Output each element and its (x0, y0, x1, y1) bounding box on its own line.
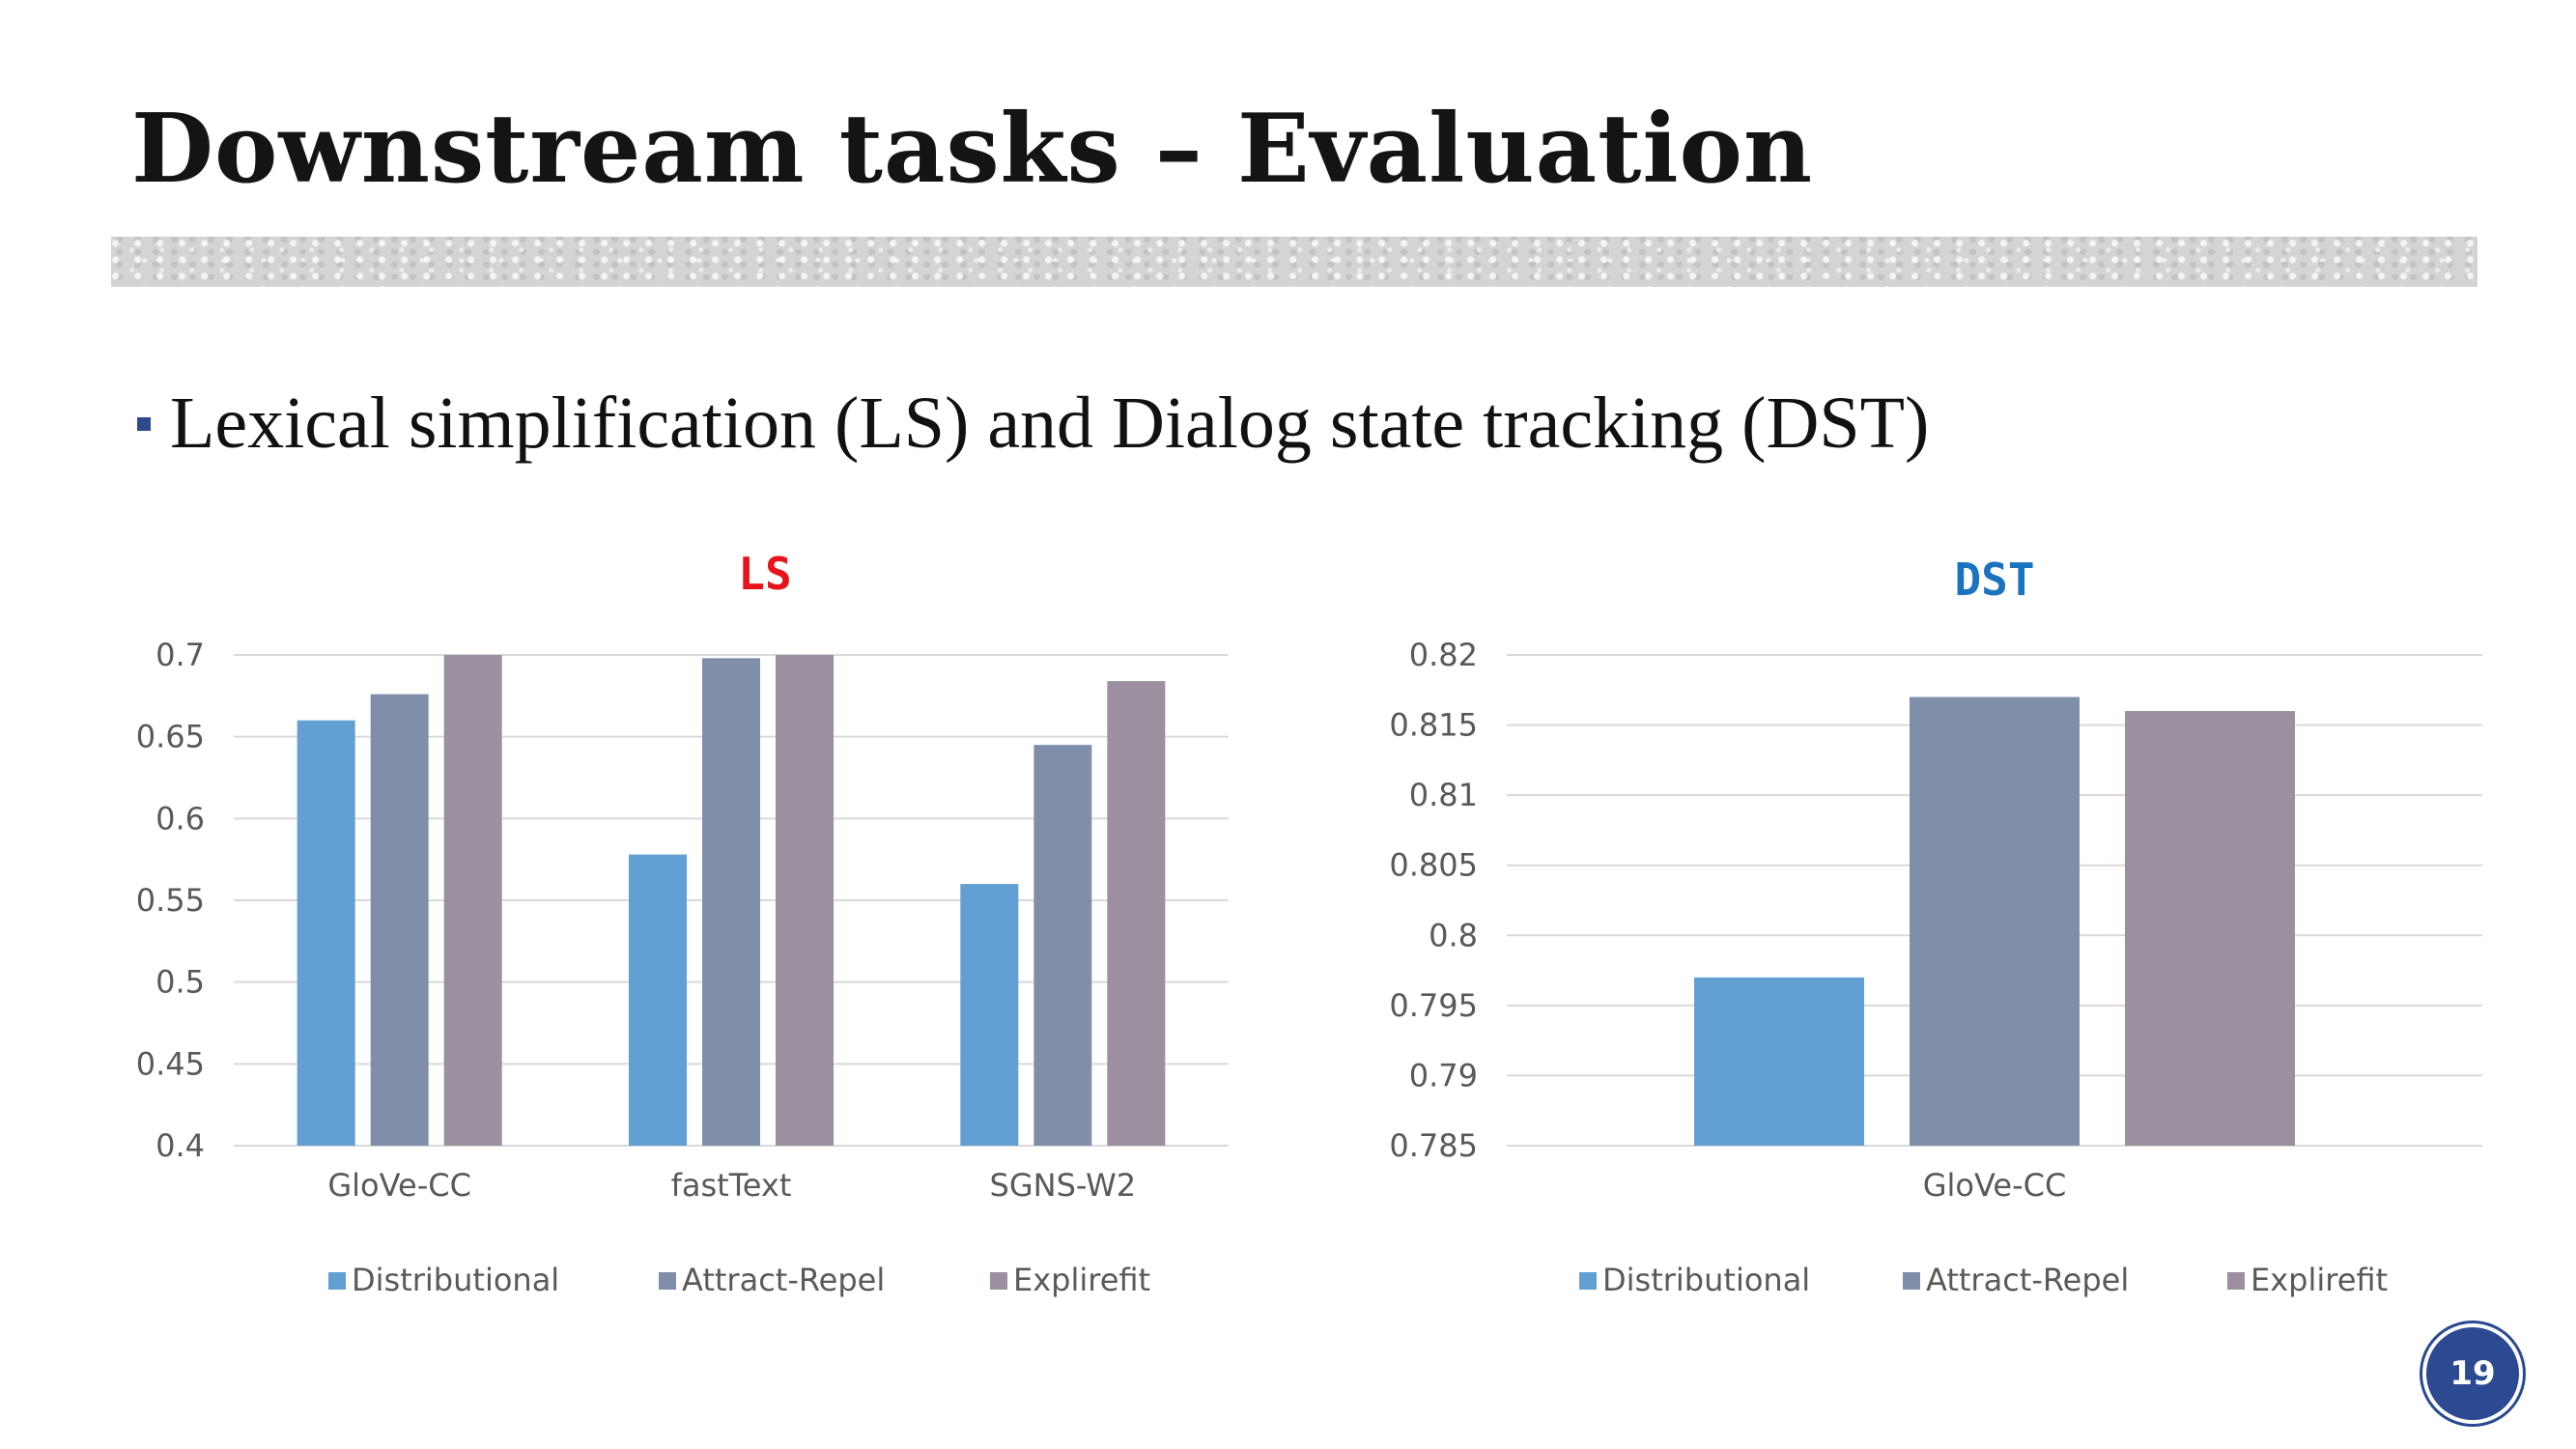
bar-explirefit-fasttext (776, 655, 834, 1146)
chart-title: DST (1954, 554, 2034, 606)
legend-label-distributional: Distributional (352, 1262, 559, 1298)
y-tick-label: 0.8 (1429, 917, 1478, 953)
x-category-label: fastText (671, 1167, 792, 1204)
x-category-label: GloVe-CC (1923, 1167, 2067, 1204)
bar-distributional-glove-cc (297, 720, 355, 1146)
y-tick-label: 0.81 (1409, 777, 1478, 813)
chart-legend: Distributional Attract-Repel Explirefit (328, 1262, 1150, 1298)
square-bullet-icon (137, 417, 151, 431)
bar-explirefit-sgns-w2 (1107, 681, 1166, 1146)
bar-attract-repel-glove-cc (1910, 696, 2080, 1146)
y-tick-label: 0.815 (1389, 707, 1478, 744)
bar-explirefit-glove-cc (2125, 711, 2295, 1146)
legend-swatch-explirefit (2227, 1272, 2245, 1290)
bar-attract-repel-glove-cc (370, 694, 429, 1146)
y-tick-label: 0.5 (156, 964, 205, 1001)
x-category-label: SGNS-W2 (990, 1167, 1137, 1204)
legend-label-attract-repel: Attract-Repel (682, 1262, 885, 1298)
legend-swatch-attract-repel (1903, 1272, 1920, 1290)
bar-distributional-fasttext (629, 854, 687, 1146)
chart-title: LS (738, 548, 791, 600)
legend-label-explirefit: Explirefit (2250, 1262, 2388, 1298)
x-category-label: GloVe-CC (327, 1167, 471, 1204)
title-divider-band (111, 237, 2477, 287)
y-tick-label: 0.7 (156, 637, 205, 673)
legend-label-distributional: Distributional (1602, 1262, 1810, 1298)
bar-distributional-glove-cc (1694, 977, 1864, 1146)
chart-legend: Distributional Attract-Repel Explirefit (1579, 1262, 2388, 1298)
y-tick-label: 0.65 (136, 719, 205, 755)
y-tick-label: 0.4 (156, 1127, 205, 1164)
y-tick-label: 0.82 (1409, 637, 1478, 673)
y-tick-label: 0.795 (1389, 987, 1478, 1024)
y-tick-label: 0.79 (1409, 1057, 1478, 1094)
bar-attract-repel-sgns-w2 (1033, 745, 1092, 1146)
legend-label-attract-repel: Attract-Repel (1926, 1262, 2129, 1298)
slide-title: Downstream tasks – Evaluation (131, 94, 1814, 205)
y-tick-label: 0.6 (156, 800, 205, 837)
legend-swatch-distributional (328, 1272, 346, 1290)
dst-bar-chart: DST 0.785 0.79 0.795 0.8 0.805 0.81 0.815 0.82 Gl… (1389, 554, 2482, 1298)
bullet-text: Lexical simplification (LS) and Dialog s… (170, 383, 1930, 464)
y-tick-label: 0.45 (136, 1045, 205, 1082)
y-tick-label: 0.785 (1389, 1127, 1478, 1164)
page-number: 19 (2449, 1354, 2496, 1393)
legend-swatch-explirefit (990, 1272, 1007, 1290)
ls-bar-chart: LS 0.4 0.45 0.5 0.55 0.6 0.65 0.7 GloVe-CC fastTe… (136, 548, 1229, 1298)
bar-attract-repel-fasttext (702, 658, 760, 1146)
y-tick-label: 0.55 (136, 882, 205, 919)
y-tick-label: 0.805 (1389, 847, 1478, 884)
legend-label-explirefit: Explirefit (1013, 1262, 1150, 1298)
page-number-badge: 19 (2426, 1327, 2519, 1420)
legend-swatch-distributional (1579, 1272, 1597, 1290)
legend-swatch-attract-repel (659, 1272, 676, 1290)
bar-distributional-sgns-w2 (960, 884, 1019, 1146)
bar-explirefit-glove-cc (443, 655, 502, 1146)
